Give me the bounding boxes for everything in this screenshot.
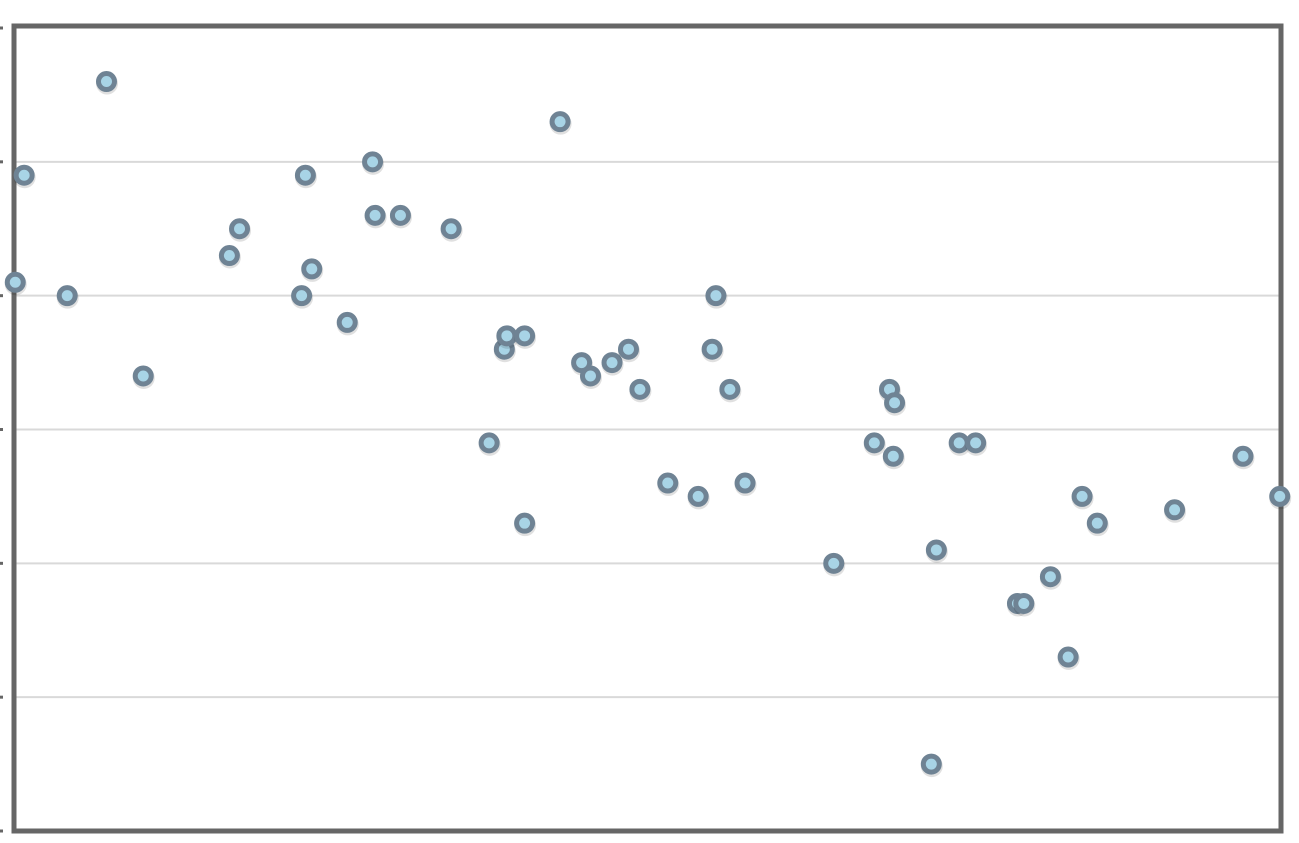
data-point [734, 472, 757, 497]
y-tick-marks [0, 26, 3, 833]
data-point [1232, 445, 1255, 470]
data-point [229, 218, 252, 242]
data-point [617, 338, 640, 363]
data-point [1086, 512, 1109, 537]
data-point [1057, 646, 1080, 671]
data-point [301, 258, 324, 282]
data-point [514, 325, 537, 349]
data-point [882, 445, 905, 470]
data-point [657, 472, 680, 497]
data-point [823, 552, 846, 577]
data-point [965, 432, 988, 456]
data-point [496, 325, 519, 349]
data-point [56, 285, 79, 309]
data-point [549, 111, 572, 135]
data-point [601, 352, 624, 376]
data-point [291, 285, 314, 309]
y-gridlines [14, 160, 1281, 699]
plot-area-frame [11, 23, 1284, 834]
data-point [362, 151, 385, 175]
data-point [1039, 566, 1062, 590]
scatter-points [4, 71, 1292, 778]
data-point [1071, 485, 1094, 510]
data-point [571, 352, 594, 376]
data-point [514, 512, 537, 537]
data-point [1269, 485, 1292, 510]
data-point [579, 365, 602, 389]
data-point [629, 378, 652, 403]
data-point [95, 71, 118, 95]
data-point [364, 204, 387, 229]
data-point [4, 271, 27, 296]
data-point [218, 245, 241, 269]
data-point [389, 204, 412, 229]
data-point [13, 164, 36, 189]
data-point [884, 392, 907, 416]
data-point [1164, 499, 1187, 523]
data-point [132, 365, 155, 389]
data-point [687, 485, 710, 510]
data-point [719, 378, 742, 403]
data-point [336, 311, 359, 336]
data-point [440, 218, 463, 242]
data-point [863, 432, 886, 456]
data-point [920, 753, 943, 778]
data-point [705, 285, 728, 309]
data-point [294, 164, 317, 189]
data-point [1013, 592, 1036, 617]
data-point [701, 338, 724, 363]
data-point [948, 432, 971, 456]
data-point [925, 539, 948, 563]
data-point [478, 432, 501, 456]
